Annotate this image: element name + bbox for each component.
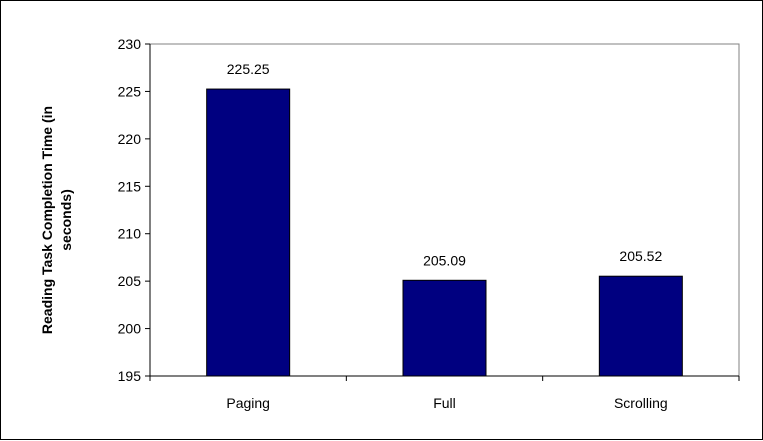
- y-tick-label: 195: [118, 368, 142, 384]
- y-tick-label: 220: [118, 131, 142, 147]
- x-tick-label: Paging: [226, 395, 270, 411]
- y-tick-label: 230: [118, 36, 142, 52]
- data-label: 225.25: [227, 61, 270, 77]
- x-axis: Paging Full Scrolling: [149, 375, 740, 411]
- bars: 225.25 205.09 205.52: [206, 61, 683, 377]
- y-axis-title-line: seconds): [58, 189, 74, 250]
- y-axis-title: Reading Task Completion Time (in seconds): [39, 106, 74, 334]
- y-tick-label: 225: [118, 83, 142, 99]
- bar-paging: [206, 88, 291, 377]
- y-tick-label: 200: [118, 321, 142, 337]
- x-tick-label: Full: [433, 395, 456, 411]
- y-axis: 195 200 205 210 215 220 225 230: [118, 36, 151, 384]
- y-tick-label: 205: [118, 273, 142, 289]
- data-label: 205.52: [619, 248, 662, 264]
- data-label: 205.09: [423, 252, 466, 268]
- bar-full: [402, 279, 487, 377]
- x-tick-label: Scrolling: [614, 395, 668, 411]
- y-tick-label: 215: [118, 178, 142, 194]
- y-tick-label: 210: [118, 226, 142, 242]
- y-axis-title-line: Reading Task Completion Time (in: [39, 106, 55, 334]
- bar-scrolling: [598, 275, 683, 377]
